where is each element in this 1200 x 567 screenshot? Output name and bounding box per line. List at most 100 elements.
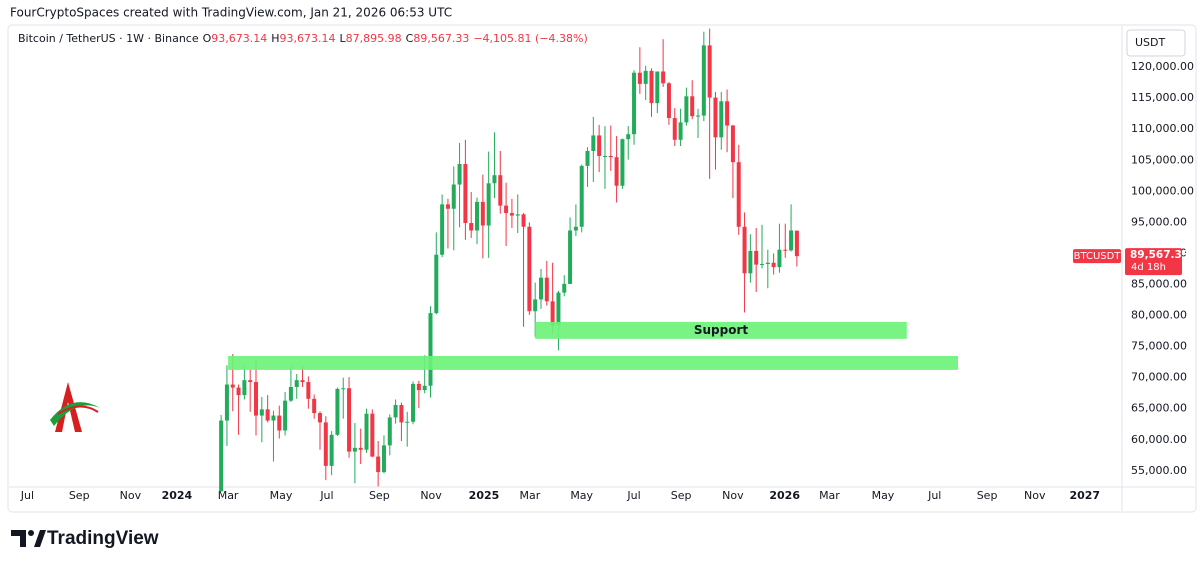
candle-body — [265, 409, 270, 421]
x-tick-label: 2026 — [769, 489, 800, 502]
x-tick-label: Sep — [369, 489, 390, 502]
candle-body — [248, 380, 253, 383]
candle-body — [387, 417, 392, 446]
candle-body — [347, 388, 352, 452]
x-tick-label: Jul — [319, 489, 333, 502]
legend-low: 87,895.98 — [346, 32, 402, 45]
candle-body — [777, 249, 782, 268]
candle-body — [283, 400, 288, 431]
candle-body — [655, 71, 660, 104]
candle-body — [463, 164, 468, 224]
x-tick-label: Sep — [671, 489, 692, 502]
candle-body — [422, 385, 427, 391]
candle-body — [306, 382, 311, 399]
candle-body — [480, 201, 485, 226]
x-tick-label: 2024 — [162, 489, 193, 502]
candle-body — [579, 165, 584, 227]
candle-body — [370, 413, 375, 457]
candle-body — [661, 71, 666, 84]
y-tick-label: 75,000.00 — [1131, 340, 1187, 353]
candle-body — [504, 205, 509, 214]
x-tick-label: Mar — [218, 489, 239, 502]
price-tag — [1125, 248, 1182, 276]
candle-body — [381, 445, 386, 473]
candle-body — [550, 301, 555, 326]
candle-body — [277, 415, 282, 431]
candle-body — [591, 135, 596, 151]
candle-body — [254, 382, 259, 416]
candle-body — [352, 447, 357, 452]
candle-body — [358, 447, 363, 450]
x-tick-label: May — [270, 489, 293, 502]
symbol-tag-label: BTCUSDT — [1074, 251, 1122, 262]
candle-body — [219, 420, 224, 492]
candle-body — [411, 383, 416, 422]
y-tick-label: 60,000.00 — [1131, 433, 1187, 446]
countdown-label: 4d 18h — [1131, 262, 1166, 273]
candle-body — [259, 409, 264, 416]
candle-body — [771, 262, 776, 268]
x-tick-label: Mar — [520, 489, 541, 502]
candle-body — [492, 175, 497, 184]
x-tick-label: 2025 — [469, 489, 500, 502]
x-tick-label: Jul — [927, 489, 941, 502]
candle-body — [789, 230, 794, 251]
y-tick-label: 100,000.00 — [1131, 184, 1194, 197]
candle-body — [597, 135, 602, 156]
y-tick-label: 85,000.00 — [1131, 278, 1187, 291]
candle-body — [666, 83, 671, 119]
price-tag-label: 89,567.33 — [1130, 249, 1189, 261]
legend-open: 93,673.14 — [211, 32, 267, 45]
logo-arc — [57, 405, 99, 415]
candle-body — [730, 125, 735, 163]
candle-body — [242, 380, 247, 396]
candle-body — [742, 226, 747, 274]
candle-body — [783, 249, 788, 251]
legend-c: C — [406, 32, 414, 45]
candle-body — [224, 384, 229, 421]
candle-body — [707, 45, 712, 98]
logo-a — [55, 382, 82, 432]
candle-body — [556, 292, 561, 326]
candle-body — [405, 421, 410, 423]
candle-body — [562, 283, 567, 293]
y-tick-label: 115,000.00 — [1131, 91, 1194, 104]
candle-body — [568, 230, 573, 284]
candle-body — [690, 96, 695, 117]
candle-body — [748, 250, 753, 274]
candle-body — [451, 184, 456, 209]
legend-close: 89,567.33 — [413, 32, 469, 45]
candle-body — [230, 384, 235, 388]
candle-body — [271, 415, 276, 421]
candle-body — [725, 101, 730, 126]
candle-body — [678, 122, 683, 140]
symbol-tag — [1073, 249, 1121, 264]
candle-body — [317, 413, 322, 423]
candle-body — [521, 214, 526, 227]
candle-body — [294, 380, 299, 388]
candle-body — [620, 139, 625, 186]
y-tick-label: 105,000.00 — [1131, 153, 1194, 166]
candle-body — [469, 223, 474, 231]
legend-o: O — [203, 32, 212, 45]
candle-body — [544, 277, 549, 302]
x-tick-label: Jul — [626, 489, 640, 502]
candle-body — [527, 226, 532, 312]
candle-body — [399, 405, 404, 423]
candle-body — [585, 150, 590, 166]
watermark-logo — [50, 382, 100, 432]
candle-body — [614, 157, 619, 186]
x-tick-label: Nov — [1024, 489, 1046, 502]
x-tick-label: May — [570, 489, 593, 502]
zone-label: Support — [694, 323, 749, 337]
candle-body — [602, 155, 607, 157]
candle-body — [445, 204, 450, 209]
candle-body — [719, 101, 724, 138]
currency-button[interactable] — [1126, 29, 1186, 57]
candle-body — [701, 45, 706, 116]
plot-area: Support — [219, 28, 958, 492]
x-tick-label: Nov — [120, 489, 142, 502]
candle-body — [626, 134, 631, 140]
